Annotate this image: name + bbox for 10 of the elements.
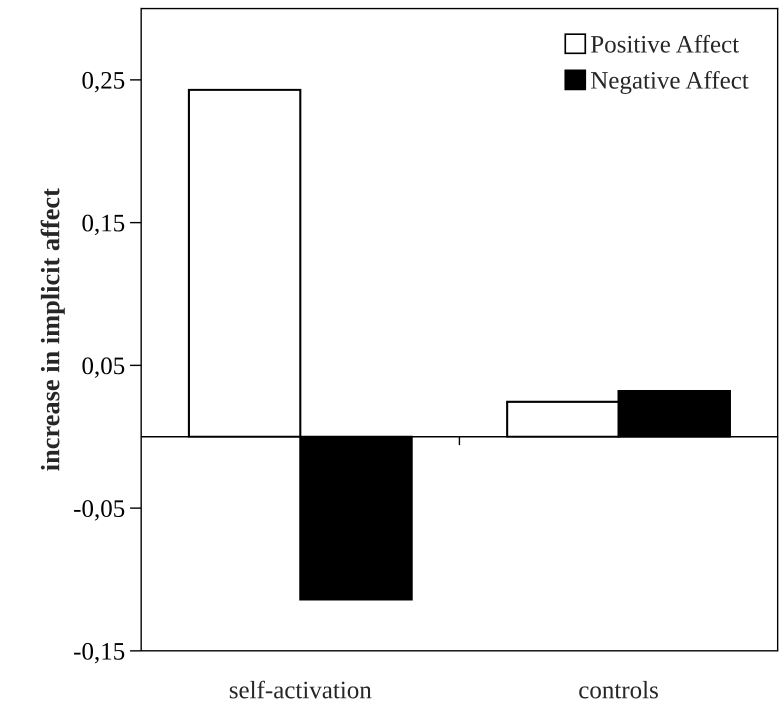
- y-tick-label: -0,05: [74, 500, 124, 521]
- legend-label: Negative Affect: [590, 70, 749, 94]
- legend-label: Positive Affect: [590, 34, 739, 53]
- y-tick-label: 0,15: [82, 214, 124, 236]
- y-tick-label: 0,05: [82, 357, 124, 378]
- y-tick-label: -0,15: [74, 642, 124, 664]
- y-axis-title: increase in implicit affect: [40, 188, 65, 471]
- y-tick-label: 0,25: [82, 72, 124, 92]
- x-tick-label: self-activation: [230, 680, 372, 698]
- x-tick-label: controls: [579, 680, 658, 698]
